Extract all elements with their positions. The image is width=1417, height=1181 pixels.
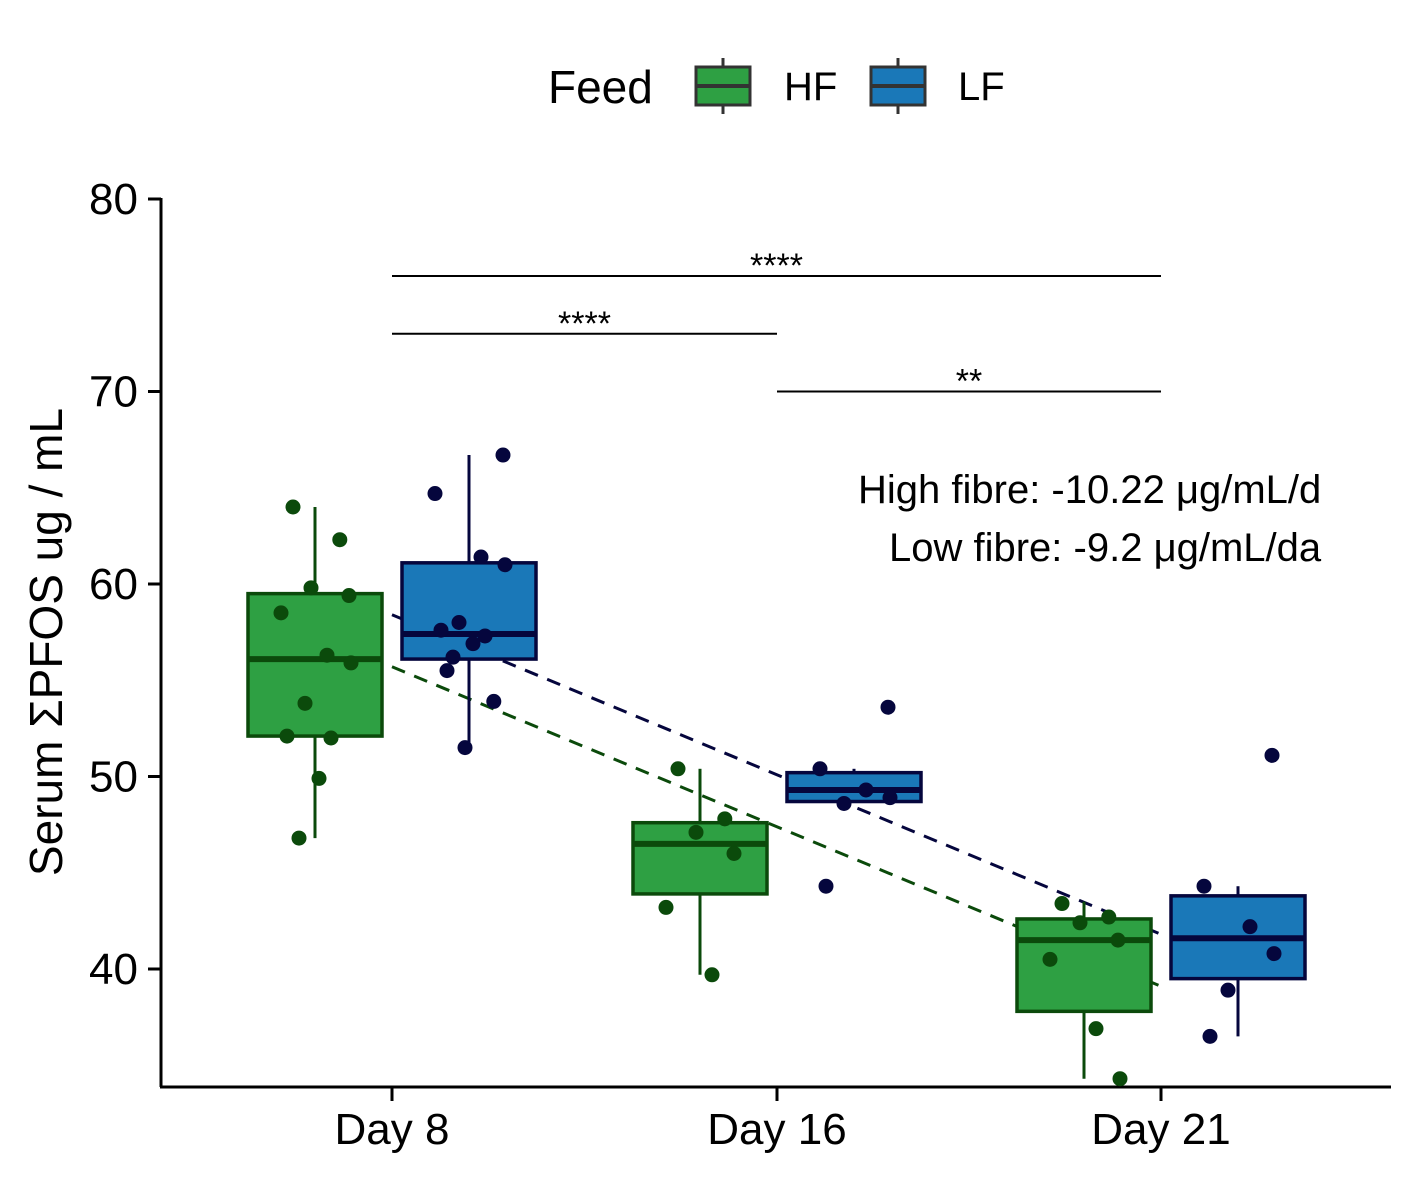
annotation-low-fibre: Low fibre: -9.2 μg/mL/da [889,526,1322,570]
data-point-hf [1072,915,1088,931]
y-tick-label: 70 [89,368,138,417]
y-ticks: 40 50 60 70 80 [89,175,161,994]
box-lf [785,768,923,804]
data-points [273,447,1282,1087]
y-tick-label: 40 [89,945,138,994]
data-point-hf [1042,951,1058,967]
data-point-lf [1220,982,1236,998]
data-point-lf [1242,919,1258,935]
box-hf [246,507,384,839]
significance-label: ** [956,363,982,401]
data-point-lf [1196,878,1212,894]
legend: Feed HF LF [548,58,1005,114]
data-point-lf [497,557,513,573]
legend-label-lf: LF [958,65,1005,109]
data-point-hf [1101,909,1117,925]
data-point-lf [477,628,493,644]
significance-brackets: ********** [392,247,1161,401]
data-point-hf [343,655,359,671]
data-point-hf [717,811,733,827]
trend-lines [391,613,1162,988]
trend-line-lf [391,613,1162,936]
data-point-lf [1202,1028,1218,1044]
data-point-hf [1110,932,1126,948]
data-point-lf [880,699,896,715]
box-lf [400,455,538,748]
data-point-lf [486,693,502,709]
box-iqr [246,591,384,738]
data-point-hf [726,846,742,861]
trend-line-hf [391,665,1162,988]
legend-key-hf [694,58,752,114]
data-point-hf [1054,896,1070,912]
box-hf [1015,901,1153,1079]
data-point-hf [670,761,686,777]
y-axis-label: Serum ΣPFOS ug / mL [20,408,72,876]
x-ticks: Day 8 Day 16 Day 21 [335,1087,1231,1154]
legend-key-lf [869,58,927,114]
data-point-hf [1112,1071,1128,1087]
data-point-lf [445,649,461,665]
significance-label: **** [558,305,611,343]
data-point-hf [319,647,335,663]
legend-title: Feed [548,61,653,113]
data-point-hf [291,830,307,846]
legend-label-hf: HF [784,65,837,109]
x-tick-label: Day 16 [707,1105,846,1154]
data-point-hf [273,605,289,621]
data-point-lf [457,740,473,756]
data-point-lf [882,790,898,806]
x-tick-label: Day 8 [335,1105,450,1154]
significance-label: **** [750,247,803,285]
data-point-hf [297,695,313,711]
data-point-lf [439,663,455,679]
data-point-lf [427,486,443,502]
x-tick-label: Day 21 [1091,1105,1230,1154]
data-point-lf [812,761,828,777]
data-point-hf [332,532,348,548]
data-point-lf [451,615,467,630]
data-point-lf [495,447,511,463]
data-point-hf [279,728,295,744]
box-hf [631,768,769,975]
data-point-hf [285,499,301,515]
data-point-hf [1088,1021,1104,1037]
data-point-hf [303,580,319,596]
y-tick-label: 60 [89,560,138,609]
data-point-hf [688,824,704,840]
data-point-lf [465,636,481,652]
data-point-lf [858,782,874,798]
data-point-hf [704,967,720,983]
y-tick-label: 50 [89,753,138,802]
slope-annotations: High fibre: -10.22 μg/mL/d Low fibre: -9… [858,468,1322,570]
data-point-hf [311,770,327,786]
data-point-lf [836,795,852,811]
data-point-lf [818,878,834,894]
data-point-lf [1266,946,1282,962]
data-point-hf [658,899,674,915]
data-point-lf [433,622,449,638]
data-point-hf [323,730,339,746]
data-point-lf [473,549,489,565]
box-iqr [1015,917,1153,1014]
boxes [246,455,1307,1079]
box-lf [1169,886,1307,1037]
y-tick-label: 80 [89,175,138,224]
data-point-hf [341,588,357,604]
data-point-lf [1264,747,1280,763]
annotation-high-fibre: High fibre: -10.22 μg/mL/d [858,468,1321,512]
